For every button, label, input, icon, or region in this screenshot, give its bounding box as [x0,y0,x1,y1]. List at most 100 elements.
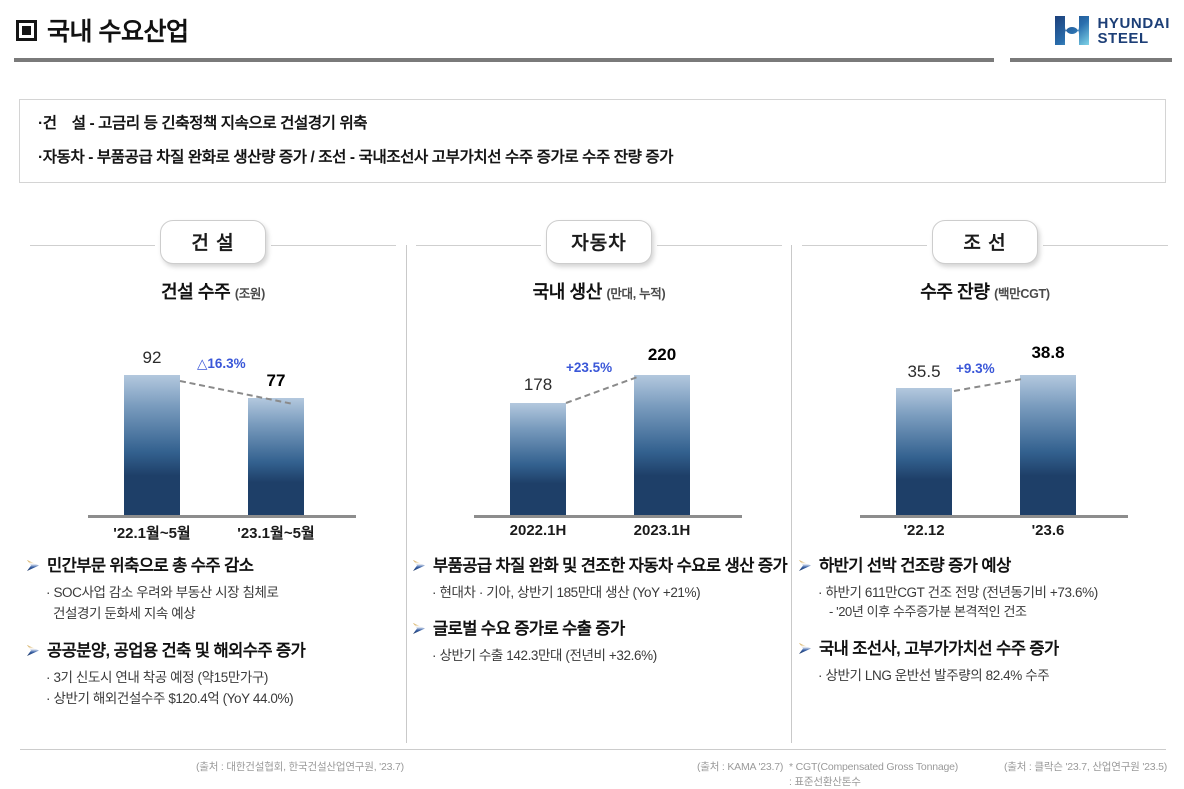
axis-label-1: 2022.1H [509,522,567,539]
bullet-main-text-1: 민간부문 위축으로 총 수주 감소 [47,557,254,575]
bullets-automobile: 부품공급 차질 완화 및 견조한 자동차 수요로 생산 증가 · 현대차 · 기… [412,553,792,666]
axis-label-1: '22.12 [903,522,945,539]
bullet-main-text-2: 글로벌 수요 증가로 수출 증가 [433,620,625,639]
arrow-bullet-icon [413,623,425,635]
bar-2022-1h [510,403,566,515]
bar-value-2023: 77 [266,371,286,390]
bullet-gap [798,622,1178,636]
chart-baseline [88,515,356,518]
delta-label: +9.3% [956,361,995,376]
bullets-shipbuilding: 하반기 선박 건조량 증가 예상 · 하반기 611만CGT 건조 전망 (전년… [798,553,1178,686]
arrow-bullet-icon [799,643,811,655]
bullet-gap [412,602,792,616]
hyundai-h-logo-icon [1055,16,1090,45]
header-divider-right [1010,58,1172,62]
summary-line-construction: ·건 설 - 고금리 등 긴축정책 지속으로 건설경기 위축 [38,115,368,132]
axis-labels-automobile: 2022.1H 2023.1H [406,522,792,546]
tab-line-right [271,245,396,246]
logo-wordmark: HYUNDAI STEEL [1097,16,1170,46]
bullet-main-2: 글로벌 수요 증가로 수출 증가 [412,619,792,641]
delta-label: △16.3% [197,356,246,371]
chart-unit: (조원) [234,287,265,301]
cgt-note-line-1: * CGT(Compensated Gross Tonnage) [789,761,959,773]
bullet-sub-2a: · 상반기 수출 142.3만대 (전년비 +32.6%) [432,648,657,664]
bar-value-2022-12: 35.5 [907,362,941,381]
bullet-main-text-1: 하반기 선박 건조량 증가 예상 [819,557,1011,575]
column-shipbuilding: 조 선 수주 잔량 (백만CGT) 35.5 38.8 +9.3% '22.12… [792,218,1178,748]
cgt-note-line-2: : 표준선환산톤수 [789,776,861,789]
chart-unit: (만대, 누적) [606,287,666,301]
bullet-sub-1b: 건설경기 둔화세 지속 예상 [53,606,196,622]
chart-title-text: 건설 수주 [161,282,231,302]
footer-divider [20,749,1166,750]
bullets-construction: 민간부문 위축으로 총 수주 감소 · SOC사업 감소 우려와 부동산 시장 … [26,553,406,709]
column-automobile: 자동차 국내 생산 (만대, 누적) 178 220 +23.5% 2022.1… [406,218,792,748]
tab-row-automobile: 자동차 [406,218,792,274]
chart-baseline [474,515,742,518]
summary-box: ·건 설 - 고금리 등 긴축정책 지속으로 건설경기 위축 ·자동차 - 부품… [19,99,1166,183]
columns-container: 건 설 건설 수주 (조원) 92 77 △16.3% '22.1월~5월 '2… [0,218,1184,748]
bullet-main-1: 하반기 선박 건조량 증가 예상 [798,556,1178,578]
bullet-main-1: 부품공급 차질 완화 및 견조한 자동차 수요로 생산 증가 [412,556,792,578]
bar-value-2023-1h: 220 [647,345,677,364]
axis-label-2: 2023.1H [633,522,691,539]
source-construction: (출처 : 대한건설협회, 한국건설산업연구원, '23.7) [196,761,404,773]
bullet-main-2: 공공분양, 공업용 건축 및 해외수주 증가 [26,641,406,663]
source-automobile: (출처 : KAMA '23.7) [697,761,784,773]
bullet-sub-1a: · SOC사업 감소 우려와 부동산 시장 침체로 [46,584,279,600]
bar-value-2023-6: 38.8 [1031,343,1065,362]
header-divider-left [14,58,994,62]
column-construction: 건 설 건설 수주 (조원) 92 77 △16.3% '22.1월~5월 '2… [20,218,406,748]
delta-label: +23.5% [566,360,613,375]
tab-shipbuilding[interactable]: 조 선 [932,220,1038,264]
axis-label-2: '23.1월~5월 [237,525,315,542]
logo-line-1: HYUNDAI [1097,14,1170,32]
chart-title-automobile: 국내 생산 (만대, 누적) [406,278,792,304]
axis-label-1: '22.1월~5월 [113,525,191,542]
axis-labels-construction: '22.1월~5월 '23.1월~5월 [20,522,406,546]
chart-title-construction: 건설 수주 (조원) [20,278,406,304]
square-bullet-icon [16,19,37,41]
page-title: 국내 수요산업 [47,18,189,46]
column-separator-2 [791,245,792,743]
bullet-sub-2b: · 상반기 해외건설수주 $120.4억 (YoY 44.0%) [46,691,294,707]
bar-2023 [248,398,304,515]
chart-plot-shipbuilding: 35.5 38.8 +9.3% [792,318,1178,518]
chart-baseline [860,515,1128,518]
tab-line-right [1043,245,1168,246]
chart-plot-construction: 92 77 △16.3% [20,318,406,518]
bullet-main-text-2: 국내 조선사, 고부가가치선 수주 증가 [819,640,1059,659]
tab-line-left [30,245,155,246]
chart-title-shipbuilding: 수주 잔량 (백만CGT) [792,278,1178,304]
bullet-sub-2a: · 3기 신도시 연내 착공 예정 (약15만가구) [46,669,268,685]
chart-unit: (백만CGT) [994,287,1050,301]
axis-labels-shipbuilding: '22.12 '23.6 [792,522,1178,546]
bullet-main-1: 민간부문 위축으로 총 수주 감소 [26,556,406,578]
bullet-gap [26,624,406,638]
tab-construction[interactable]: 건 설 [160,220,266,264]
page-title-group: 국내 수요산업 [16,12,189,48]
bullet-main-text-2: 공공분양, 공업용 건축 및 해외수주 증가 [47,641,306,660]
tab-line-left [416,245,541,246]
bar-2023-1h [634,375,690,515]
bullet-sub-2a: · 상반기 LNG 운반선 발주량의 82.4% 수주 [818,667,1050,683]
axis-label-2: '23.6 [1031,522,1065,539]
tab-row-shipbuilding: 조 선 [792,218,1178,274]
bar-2023-6 [1020,375,1076,515]
chart-plot-automobile: 178 220 +23.5% [406,318,792,518]
arrow-bullet-icon [799,560,811,571]
bullet-sub-1b: - '20년 이후 수주증가분 본격적인 건조 [829,604,1027,620]
bar-2022 [124,375,180,515]
arrow-bullet-icon [413,560,425,571]
chart-title-text: 국내 생산 [532,282,603,302]
bullet-main-2: 국내 조선사, 고부가가치선 수주 증가 [798,639,1178,661]
tab-automobile[interactable]: 자동차 [546,220,652,264]
tab-line-right [657,245,782,246]
hyundai-steel-logo: HYUNDAI STEEL [1054,14,1170,47]
column-separator-1 [406,245,407,743]
bar-value-2022: 92 [142,348,162,367]
bullet-main-text-1: 부품공급 차질 완화 및 견조한 자동차 수요로 생산 증가 [433,557,788,575]
bar-2022-12 [896,388,952,515]
cgt-note: * CGT(Compensated Gross Tonnage) : 표준선환산… [789,760,958,789]
